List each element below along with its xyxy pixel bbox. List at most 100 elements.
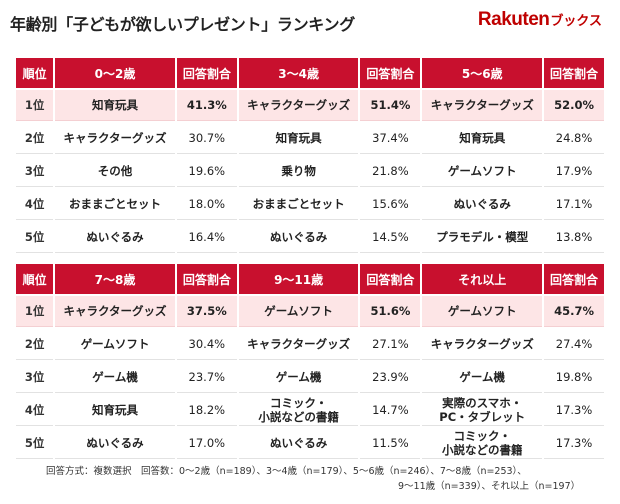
- share-cell: 17.0%: [176, 428, 237, 459]
- rank-cell: 5位: [16, 222, 54, 253]
- share-cell: 27.4%: [544, 329, 604, 360]
- share-cell: 13.8%: [544, 222, 604, 253]
- share-cell: 51.6%: [360, 296, 421, 327]
- share-cell: 45.7%: [544, 296, 604, 327]
- age-group-header: 0〜2歳: [55, 58, 175, 88]
- share-cell: 52.0%: [544, 90, 604, 121]
- item-cell: キャラクターグッズ: [238, 90, 359, 121]
- share-cell: 23.7%: [176, 362, 237, 393]
- item-cell: ぬいぐるみ: [238, 222, 359, 253]
- share-cell: 41.3%: [176, 90, 237, 121]
- table-row: 5位 ぬいぐるみ 16.4% ぬいぐるみ 14.5% プラモデル・模型 13.8%: [16, 222, 604, 253]
- share-header: 回答割合: [176, 58, 237, 88]
- rank-cell: 2位: [16, 123, 54, 154]
- item-cell: 知育玩具: [55, 395, 175, 426]
- logo-sub: ブックス: [550, 14, 602, 29]
- item-cell: ぬいぐるみ: [422, 189, 543, 220]
- item-cell: 乗り物: [238, 156, 359, 187]
- item-cell: その他: [55, 156, 175, 187]
- item-cell: プラモデル・模型: [422, 222, 543, 253]
- table-row: 2位 ゲームソフト 30.4% キャラクターグッズ 27.1% キャラクターグッズ 27.4…: [16, 329, 604, 360]
- age-group-header: 7〜8歳: [55, 264, 175, 294]
- item-cell: ゲームソフト: [238, 296, 359, 327]
- table-row: 4位 おままごとセット 18.0% おままごとセット 15.6% ぬいぐるみ 17.1%: [16, 189, 604, 220]
- item-cell: ゲームソフト: [422, 156, 543, 187]
- share-cell: 27.1%: [360, 329, 421, 360]
- footnote: 回答方式：複数選択 回答数：0〜2歳（n=189）、3〜4歳（n=179）、5〜…: [46, 464, 606, 494]
- item-cell: ゲームソフト: [55, 329, 175, 360]
- share-cell: 18.0%: [176, 189, 237, 220]
- rank-cell: 1位: [16, 296, 54, 327]
- rank-cell: 4位: [16, 189, 54, 220]
- age-group-header: 5〜6歳: [422, 58, 543, 88]
- rank-cell: 3位: [16, 156, 54, 187]
- share-cell: 30.7%: [176, 123, 237, 154]
- rakuten-books-logo: Rakutenブックス: [478, 9, 602, 31]
- item-cell: おままごとセット: [55, 189, 175, 220]
- share-header: 回答割合: [176, 264, 237, 294]
- share-header: 回答割合: [544, 58, 604, 88]
- item-cell: 実際のスマホ・ PC・タブレット: [422, 395, 543, 426]
- table-row: 1位 知育玩具 41.3% キャラクターグッズ 51.4% キャラクターグッズ 52.0%: [16, 90, 604, 121]
- age-group-header: 9〜11歳: [238, 264, 359, 294]
- item-cell: コミック・ 小説などの書籍: [422, 428, 543, 459]
- footnote-line-1: 回答方式：複数選択 回答数：0〜2歳（n=189）、3〜4歳（n=179）、5〜…: [46, 466, 527, 477]
- share-cell: 37.4%: [360, 123, 421, 154]
- ranking-table-young: 順位 0〜2歳 回答割合 3〜4歳 回答割合 5〜6歳 回答割合 1位 知育玩具 41.3% キャラ…: [14, 56, 606, 255]
- share-cell: 15.6%: [360, 189, 421, 220]
- share-cell: 30.4%: [176, 329, 237, 360]
- rank-cell: 5位: [16, 428, 54, 459]
- rank-cell: 1位: [16, 90, 54, 121]
- share-cell: 17.3%: [544, 395, 604, 426]
- page-title: 年齢別「子どもが欲しいプレゼント」ランキング: [10, 15, 355, 34]
- logo-brand: Rakuten: [477, 9, 550, 30]
- share-cell: 14.5%: [360, 222, 421, 253]
- rank-header: 順位: [16, 58, 54, 88]
- share-cell: 24.8%: [544, 123, 604, 154]
- share-cell: 19.8%: [544, 362, 604, 393]
- table-row: 3位 ゲーム機 23.7% ゲーム機 23.9% ゲーム機 19.8%: [16, 362, 604, 393]
- item-cell: コミック・ 小説などの書籍: [238, 395, 359, 426]
- share-cell: 51.4%: [360, 90, 421, 121]
- item-cell: ぬいぐるみ: [238, 428, 359, 459]
- age-group-header: それ以上: [422, 264, 543, 294]
- item-cell: ゲーム機: [422, 362, 543, 393]
- share-cell: 16.4%: [176, 222, 237, 253]
- table-row: 1位 キャラクターグッズ 37.5% ゲームソフト 51.6% ゲームソフト 45.7%: [16, 296, 604, 327]
- item-cell: 知育玩具: [422, 123, 543, 154]
- item-cell: ゲーム機: [55, 362, 175, 393]
- item-cell: おままごとセット: [238, 189, 359, 220]
- share-cell: 37.5%: [176, 296, 237, 327]
- share-cell: 17.1%: [544, 189, 604, 220]
- table-row: 3位 その他 19.6% 乗り物 21.8% ゲームソフト 17.9%: [16, 156, 604, 187]
- rank-cell: 4位: [16, 395, 54, 426]
- footnote-line-2: 9〜11歳（n=339）、それ以上（n=197）: [398, 481, 581, 492]
- rank-cell: 2位: [16, 329, 54, 360]
- table-row: 4位 知育玩具 18.2% コミック・ 小説などの書籍 14.7% 実際のスマホ・ PC・タブ…: [16, 395, 604, 426]
- share-cell: 14.7%: [360, 395, 421, 426]
- item-cell: ゲームソフト: [422, 296, 543, 327]
- item-cell: 知育玩具: [238, 123, 359, 154]
- share-cell: 19.6%: [176, 156, 237, 187]
- share-cell: 17.9%: [544, 156, 604, 187]
- rank-header: 順位: [16, 264, 54, 294]
- header: 年齢別「子どもが欲しいプレゼント」ランキング Rakutenブックス: [10, 8, 610, 38]
- share-header: 回答割合: [360, 58, 421, 88]
- item-cell: ゲーム機: [238, 362, 359, 393]
- table-row: 5位 ぬいぐるみ 17.0% ぬいぐるみ 11.5% コミック・ 小説などの書籍 17.3%: [16, 428, 604, 459]
- share-cell: 17.3%: [544, 428, 604, 459]
- item-cell: キャラクターグッズ: [55, 296, 175, 327]
- table-header-row: 順位 0〜2歳 回答割合 3〜4歳 回答割合 5〜6歳 回答割合: [16, 58, 604, 88]
- item-cell: ぬいぐるみ: [55, 222, 175, 253]
- item-cell: キャラクターグッズ: [422, 329, 543, 360]
- share-cell: 11.5%: [360, 428, 421, 459]
- item-cell: キャラクターグッズ: [422, 90, 543, 121]
- share-header: 回答割合: [360, 264, 421, 294]
- table-row: 2位 キャラクターグッズ 30.7% 知育玩具 37.4% 知育玩具 24.8%: [16, 123, 604, 154]
- share-cell: 23.9%: [360, 362, 421, 393]
- item-cell: キャラクターグッズ: [55, 123, 175, 154]
- share-cell: 21.8%: [360, 156, 421, 187]
- rank-cell: 3位: [16, 362, 54, 393]
- item-cell: ぬいぐるみ: [55, 428, 175, 459]
- age-group-header: 3〜4歳: [238, 58, 359, 88]
